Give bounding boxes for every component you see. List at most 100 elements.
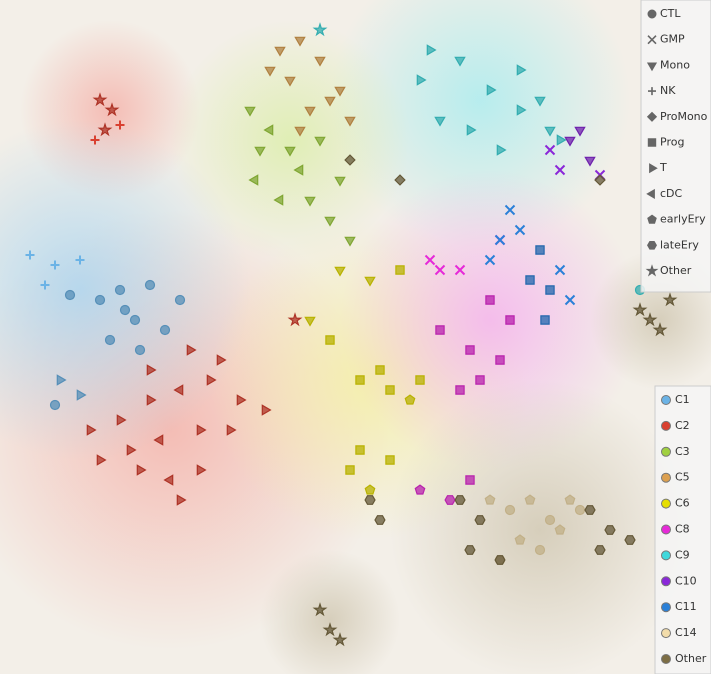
point [294, 36, 306, 47]
point [564, 494, 576, 505]
point [505, 315, 515, 325]
point [415, 375, 425, 385]
point [455, 385, 465, 395]
point [554, 524, 566, 535]
point [496, 144, 507, 156]
point [424, 254, 436, 266]
point [196, 424, 207, 436]
point [374, 515, 386, 525]
point [263, 124, 274, 136]
point [564, 136, 576, 147]
point [314, 136, 326, 147]
point [364, 276, 376, 287]
point [254, 146, 266, 157]
point [454, 56, 466, 67]
point [484, 254, 496, 266]
point [49, 399, 61, 411]
point [25, 250, 35, 260]
point [273, 194, 284, 206]
point [345, 465, 355, 475]
point [534, 96, 546, 107]
point [395, 265, 405, 275]
point [134, 344, 146, 356]
shape-legend-label: Prog [660, 136, 684, 149]
point [324, 216, 336, 227]
point [40, 280, 50, 290]
point [159, 324, 171, 336]
point [153, 434, 164, 446]
point [475, 375, 485, 385]
color-legend-label: Other [675, 652, 707, 665]
point [206, 374, 217, 386]
point [176, 494, 187, 506]
point [115, 120, 125, 130]
point [75, 255, 85, 265]
point [375, 365, 385, 375]
point [314, 56, 326, 67]
point [574, 504, 586, 516]
color-legend-swatch [661, 576, 671, 587]
point [284, 76, 296, 87]
point [494, 555, 506, 565]
point [136, 464, 147, 476]
point [364, 484, 376, 495]
point [474, 515, 486, 525]
point [624, 535, 636, 545]
point [294, 126, 306, 137]
point [584, 156, 596, 167]
point [129, 314, 141, 326]
color-legend-label: C8 [675, 523, 690, 536]
point [604, 525, 616, 535]
point [544, 144, 556, 156]
point [284, 146, 296, 157]
point [97, 122, 113, 137]
color-legend-swatch [661, 524, 671, 535]
point [146, 394, 157, 406]
point [96, 454, 107, 466]
point [594, 174, 606, 186]
point [364, 495, 376, 505]
point [304, 196, 316, 207]
color-legend-swatch [661, 395, 671, 405]
point [486, 84, 497, 96]
point [274, 46, 286, 57]
shape-legend-label: cDC [660, 187, 683, 200]
shape-legend-symbol [647, 9, 657, 19]
point [114, 284, 126, 296]
shape-legend-symbol [648, 87, 656, 96]
point [355, 375, 365, 385]
point [244, 106, 256, 117]
point [332, 632, 348, 647]
shape-legend-symbol [646, 111, 658, 122]
color-legend-swatch [661, 498, 671, 509]
point [116, 414, 127, 426]
point [344, 154, 356, 166]
point [146, 364, 157, 376]
point [554, 264, 566, 276]
shape-legend-label: GMP [660, 33, 685, 46]
point [454, 495, 466, 505]
point [334, 176, 346, 187]
point [545, 285, 555, 295]
color-legend-label: C3 [675, 445, 690, 458]
point [434, 116, 446, 127]
point [464, 545, 476, 555]
point [104, 334, 116, 346]
color-legend-swatch [661, 654, 671, 664]
shape-legend-label: lateEry [660, 238, 699, 251]
color-legend-label: C10 [675, 574, 697, 587]
shape-legend-label: CTL [660, 7, 681, 20]
point [434, 264, 446, 276]
point [435, 325, 445, 335]
color-legend-label: C6 [675, 497, 690, 510]
point [564, 294, 576, 306]
point [574, 126, 586, 137]
point [264, 66, 276, 77]
point [504, 504, 516, 516]
point [236, 394, 247, 406]
point [662, 292, 678, 307]
point [344, 116, 356, 127]
point [163, 474, 174, 486]
